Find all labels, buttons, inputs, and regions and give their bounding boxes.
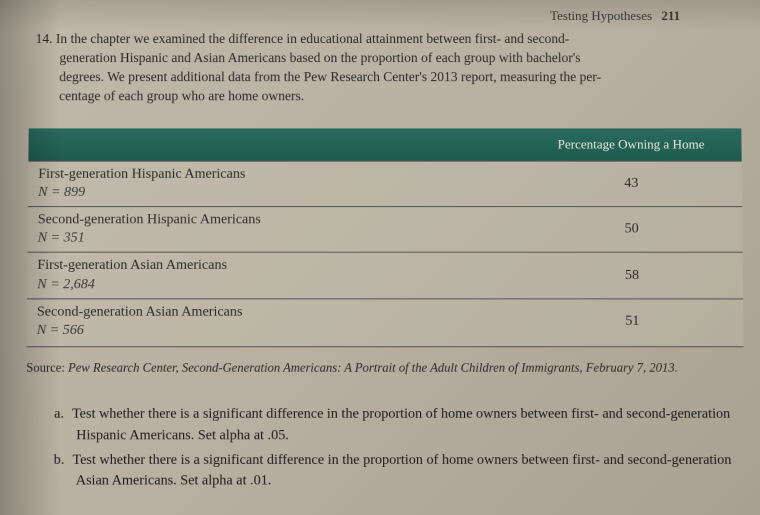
source-citation: Source: Pew Research Center, Second-Gene… [26,360,744,377]
question-text: 14. In the chapter we examined the diffe… [29,30,741,106]
textbook-page: Testing Hypotheses 211 14. In the chapte… [0,0,760,507]
row-label: First-generation Asian Americans [37,257,511,275]
table-row: First-generation Asian Americans N = 2,6… [27,253,743,299]
subq-text: Test whether there is a significant diff… [72,453,731,489]
question-line-2: generation Hispanic and Asian Americans … [35,49,740,68]
row-value: 43 [521,161,743,207]
source-label: Source: [26,361,65,375]
table-header-row: Percentage Owning a Home [28,128,741,161]
row-n: N = 351 [38,230,511,248]
question-line-1: In the chapter we examined the differenc… [56,31,570,46]
running-title: Testing Hypotheses [550,8,652,23]
subq-letter: a. [54,407,64,422]
row-label: Second-generation Asian Americans [37,303,511,322]
running-header: Testing Hypotheses 211 [30,8,740,24]
header-cell-percentage: Percentage Owning a Home [521,128,742,161]
source-text: Pew Research Center, Second-Generation A… [68,361,678,375]
question-number: 14. [36,31,53,46]
subquestion-b: b. Test whether there is a significant di… [25,450,745,492]
table-row: Second-generation Hispanic Americans N =… [27,207,742,253]
row-label: Second-generation Hispanic Americans [38,211,511,229]
question-line-3: degrees. We present additional data from… [35,68,741,87]
table-row: Second-generation Asian Americans N = 56… [26,299,743,347]
row-value: 51 [521,299,743,347]
row-n: N = 566 [37,322,512,341]
row-value: 50 [521,207,743,253]
row-n: N = 899 [38,184,511,202]
row-n: N = 2,684 [37,276,511,294]
header-cell-group [28,128,520,161]
row-label: First-generation Hispanic Americans [38,165,511,183]
question-line-4: centage of each group who are home owner… [35,87,741,106]
data-table: Percentage Owning a Home First-generatio… [26,128,743,347]
subquestion-a: a. Test whether there is a significant di… [25,405,744,447]
subq-text: Test whether there is a significant diff… [72,407,730,443]
subq-letter: b. [54,453,65,468]
table-row: First-generation Hispanic Americans N = … [28,161,742,207]
page-number: 211 [661,8,680,23]
row-value: 58 [521,253,743,299]
